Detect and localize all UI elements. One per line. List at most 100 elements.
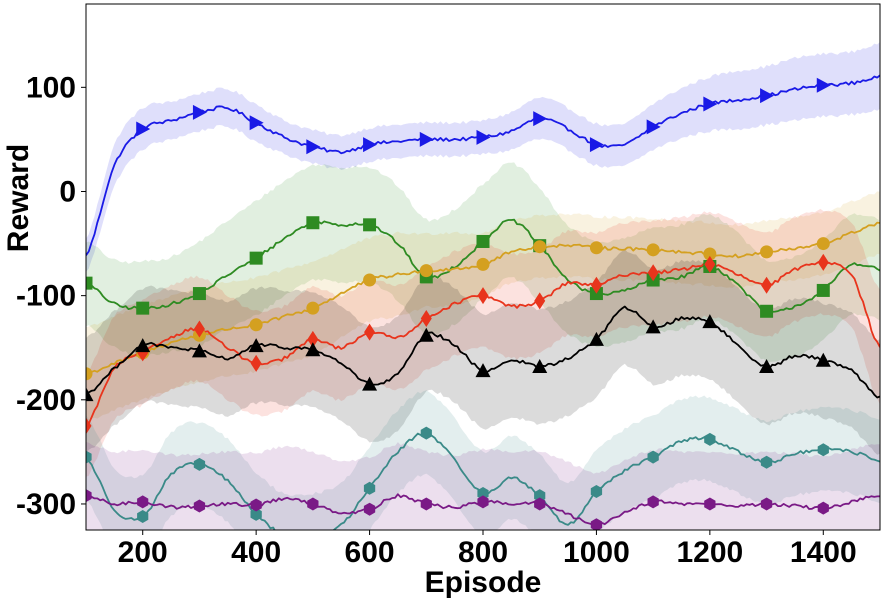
- marker-orange: [760, 245, 774, 259]
- marker-black: [135, 338, 151, 353]
- marker-purple: [307, 497, 319, 511]
- marker-blue: [646, 119, 661, 135]
- marker-teal: [704, 432, 716, 446]
- marker-green: [363, 218, 377, 232]
- marker-blue: [760, 88, 775, 104]
- x-axis-label: Episode: [425, 566, 542, 599]
- marker-purple: [704, 497, 716, 511]
- marker-green: [816, 283, 830, 297]
- marker-orange: [476, 257, 490, 271]
- marker-blue: [419, 131, 434, 147]
- band-blue: [86, 42, 880, 272]
- marker-black: [418, 327, 434, 342]
- marker-purple: [817, 501, 829, 515]
- marker-teal: [760, 455, 773, 469]
- marker-purple: [137, 495, 149, 509]
- marker-green: [86, 276, 93, 290]
- marker-purple: [647, 495, 659, 509]
- marker-red: [477, 287, 489, 305]
- x-tick-label: 1400: [790, 536, 857, 569]
- marker-black: [475, 363, 491, 378]
- marker-orange: [86, 367, 93, 381]
- marker-purple: [363, 502, 376, 516]
- y-tick-label: -200: [16, 384, 76, 417]
- marker-green: [476, 234, 490, 248]
- marker-purple: [477, 495, 489, 509]
- marker-red: [307, 330, 319, 348]
- marker-red: [86, 417, 92, 435]
- y-axis-label: Reward: [2, 144, 35, 252]
- marker-red: [250, 354, 262, 372]
- x-tick-label: 200: [118, 536, 168, 569]
- marker-orange: [306, 301, 320, 315]
- marker-blue: [249, 115, 264, 131]
- marker-blue: [363, 137, 378, 153]
- marker-orange: [533, 240, 547, 254]
- marker-red: [704, 255, 716, 273]
- marker-red: [647, 264, 659, 282]
- marker-teal: [477, 487, 489, 500]
- marker-teal: [420, 426, 432, 440]
- x-tick-label: 1000: [563, 536, 630, 569]
- x-tick-label: 1200: [676, 536, 743, 569]
- marker-red: [534, 292, 546, 310]
- y-axis-ticks: 100 0 -100 -200 -300: [16, 71, 86, 521]
- marker-blue: [816, 77, 831, 93]
- y-tick-label: -300: [16, 488, 76, 521]
- marker-blue: [533, 111, 548, 127]
- y-tick-label: 100: [26, 71, 76, 104]
- marker-black: [86, 387, 94, 402]
- marker-green: [760, 304, 774, 318]
- marker-purple: [86, 489, 92, 503]
- marker-red: [590, 276, 602, 294]
- marker-teal: [590, 485, 603, 498]
- marker-black: [815, 352, 831, 367]
- marker-red: [364, 323, 376, 341]
- marker-black: [588, 331, 604, 346]
- marker-purple: [590, 518, 603, 530]
- y-tick-label: -100: [16, 280, 76, 313]
- marker-black: [248, 338, 264, 353]
- marker-purple: [420, 497, 432, 511]
- band-teal: [86, 390, 880, 530]
- marker-blue: [703, 96, 718, 112]
- marker-red: [193, 320, 205, 338]
- marker-red: [817, 253, 829, 271]
- x-tick-label: 800: [458, 536, 508, 569]
- marker-teal: [193, 457, 206, 471]
- marker-orange: [703, 247, 717, 261]
- marker-purple: [250, 498, 262, 512]
- marker-black: [759, 358, 775, 373]
- series-markers: [86, 77, 831, 530]
- band-orange: [86, 191, 880, 421]
- marker-black: [702, 314, 718, 329]
- marker-red: [761, 276, 773, 294]
- marker-black: [532, 358, 548, 373]
- marker-blue: [589, 137, 604, 153]
- marker-purple: [760, 497, 773, 511]
- marker-green: [306, 216, 320, 230]
- marker-teal: [86, 450, 92, 464]
- marker-orange: [816, 237, 830, 251]
- marker-red: [420, 310, 432, 328]
- band-purple: [86, 441, 880, 530]
- marker-black: [191, 343, 207, 358]
- marker-teal: [363, 481, 376, 495]
- marker-teal: [137, 510, 149, 523]
- x-tick-label: 400: [231, 536, 281, 569]
- y-tick-label: 0: [59, 175, 76, 208]
- marker-orange: [419, 264, 433, 278]
- marker-purple: [534, 497, 546, 511]
- marker-teal: [250, 507, 262, 521]
- x-tick-label: 600: [345, 536, 395, 569]
- marker-orange: [363, 273, 377, 287]
- marker-blue: [192, 104, 207, 120]
- marker-teal: [647, 450, 659, 464]
- marker-blue: [306, 139, 321, 155]
- marker-green: [192, 287, 206, 301]
- marker-blue: [476, 129, 491, 145]
- marker-green: [136, 301, 150, 315]
- x-axis-ticks: 200 400 600 800 1000 1200 1400: [118, 530, 857, 569]
- marker-blue: [136, 121, 151, 137]
